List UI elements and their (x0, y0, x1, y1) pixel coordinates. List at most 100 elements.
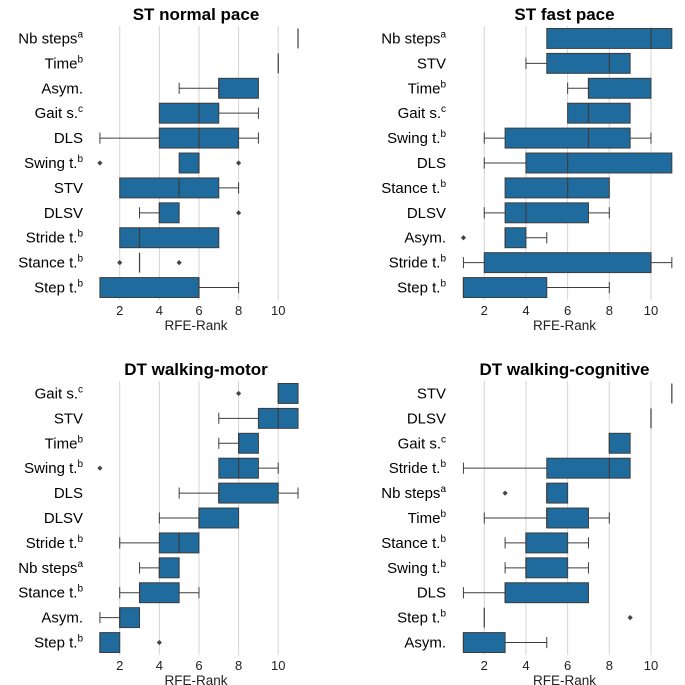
box-dls: DLS (54, 127, 259, 149)
x-tick-label: 10 (644, 658, 658, 673)
box-stride-t: Stride t.b (26, 227, 220, 249)
category-superscript: b (77, 534, 83, 545)
category-label: STV (417, 385, 446, 402)
category-label: Nb stepsa (381, 484, 446, 502)
chart-title: DT walking-motor (124, 360, 268, 379)
category-superscript: b (77, 229, 83, 240)
category-label: Asym. (41, 80, 83, 97)
box-iqr (504, 127, 631, 149)
box-iqr (504, 227, 527, 249)
category-label: DLSV (407, 410, 446, 427)
x-tick-label: 8 (235, 658, 242, 673)
category-superscript: b (77, 459, 83, 470)
chart-title: ST normal pace (133, 5, 260, 24)
category-label: STV (54, 180, 83, 197)
category-superscript: b (77, 584, 83, 595)
box-asym: Asym. (41, 77, 259, 99)
box-gait-s: Gait s.c (398, 102, 631, 124)
box-iqr (504, 582, 589, 604)
outlier-point (97, 160, 103, 166)
category-label: Timeb (45, 54, 84, 72)
chart-title: ST fast pace (514, 5, 614, 24)
category-superscript: a (77, 29, 83, 40)
x-tick-label: 6 (195, 303, 202, 318)
category-label: Stride t.b (26, 229, 84, 247)
outlier-point (627, 615, 633, 621)
chart-panel-4: DT walking-cognitive STV DLSV Gait s.c Strid… (381, 360, 676, 685)
category-label: Swing t.b (24, 154, 83, 172)
category-label: Nb stepsa (18, 29, 83, 47)
box-iqr (483, 252, 652, 274)
chart-panel-3: DT walking-motor Gait s.c STV Timeb Swing t.… (18, 360, 302, 685)
box-dlsv: DLSV (407, 202, 610, 224)
box-iqr (218, 482, 279, 504)
outlier-point (235, 160, 242, 166)
outlier-point (117, 260, 123, 266)
category-label: Swing t.b (387, 129, 446, 147)
box-iqr (99, 277, 200, 299)
box-stride-t: Stride t.b (389, 457, 631, 479)
box-asym: Asym. (404, 227, 548, 249)
x-tick-label: 8 (606, 658, 613, 673)
category-label: Step t.b (397, 279, 446, 297)
box-iqr (546, 457, 631, 479)
box-dlsv: DLSV (44, 202, 242, 224)
box-iqr (462, 632, 506, 654)
category-superscript: b (440, 279, 446, 290)
category-label: Timeb (408, 509, 447, 527)
box-stv: STV (54, 177, 240, 199)
category-superscript: a (440, 29, 446, 40)
box-step-t: Step t.b (34, 277, 240, 299)
x-tick-label: 4 (156, 303, 163, 318)
box-nb-steps: Nb stepsa (381, 482, 569, 504)
box-stance-t: Stance t.b (381, 177, 610, 199)
box-iqr (504, 202, 589, 224)
box-iqr (546, 52, 631, 74)
box-step-t: Step t.b (34, 632, 162, 654)
chart-title: DT walking-cognitive (479, 360, 649, 379)
category-label: Stance t.b (381, 534, 446, 552)
category-superscript: c (441, 434, 446, 445)
box-iqr (198, 507, 240, 529)
x-tick-label: 2 (481, 658, 488, 673)
chart-panel-1: ST normal pace Nb stepsa Timeb Asym. Gait s.… (18, 5, 302, 333)
category-superscript: b (440, 129, 446, 140)
category-superscript: b (77, 434, 83, 445)
x-tick-label: 6 (564, 658, 571, 673)
category-superscript: b (77, 54, 83, 65)
box-step-t: Step t.b (397, 277, 610, 299)
box-step-t: Step t.b (397, 607, 633, 628)
category-superscript: b (77, 254, 83, 265)
category-superscript: a (77, 559, 83, 570)
x-axis-label: RFE-Rank (164, 673, 227, 685)
box-swing-t: Swing t.b (387, 127, 652, 149)
category-label: DLSV (407, 205, 446, 222)
box-iqr (139, 582, 180, 604)
x-tick-label: 6 (195, 658, 202, 673)
box-iqr (119, 177, 220, 199)
category-label: Asym. (41, 610, 83, 627)
category-label: Nb stepsa (18, 559, 83, 577)
category-label: Step t.b (397, 609, 446, 627)
box-iqr (608, 432, 631, 454)
box-stance-t: Stance t.b (381, 532, 589, 554)
box-swing-t: Swing t.b (387, 557, 589, 579)
category-superscript: a (440, 484, 446, 495)
category-label: STV (54, 410, 83, 427)
category-label: Gait s.c (35, 384, 83, 402)
box-iqr (277, 382, 299, 404)
category-superscript: b (77, 279, 83, 290)
outlier-point (502, 490, 508, 496)
box-swing-t: Swing t.b (24, 152, 242, 174)
box-stride-t: Stride t.b (26, 532, 200, 554)
box-iqr (119, 227, 220, 249)
outlier-point (97, 465, 103, 471)
category-label: STV (417, 55, 446, 72)
category-label: Swing t.b (387, 559, 446, 577)
box-iqr (178, 152, 200, 174)
box-iqr (546, 27, 673, 49)
outlier-point (460, 235, 467, 241)
category-superscript: b (77, 154, 83, 165)
box-dlsv: DLSV (407, 408, 652, 429)
category-label: Timeb (408, 79, 447, 97)
